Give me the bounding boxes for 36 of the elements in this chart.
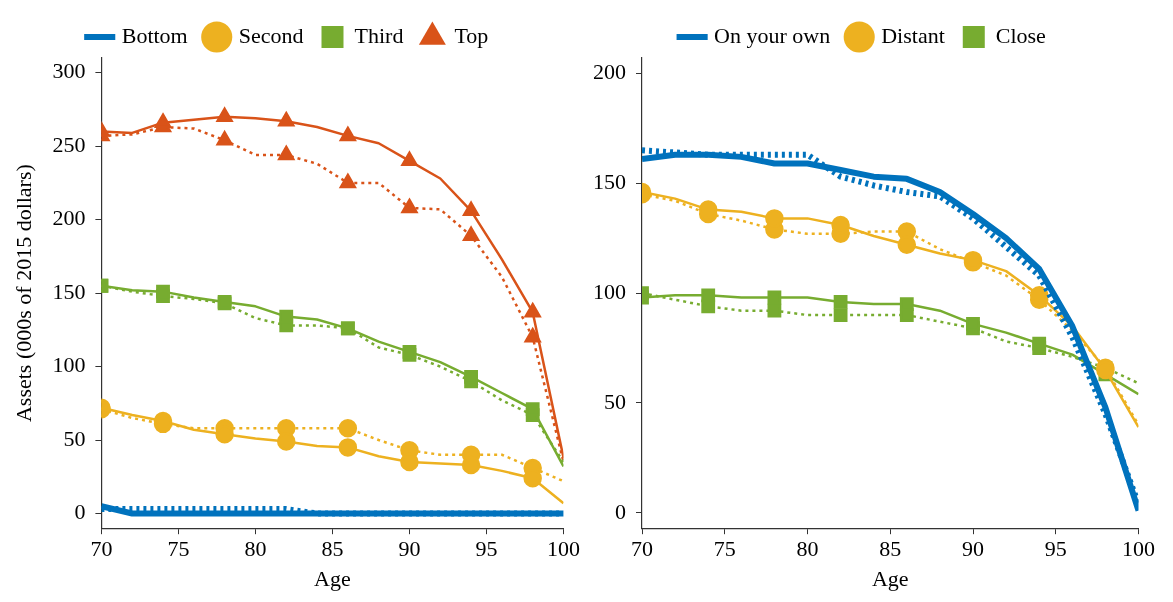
x-tick-label: 75	[713, 536, 736, 562]
y-tick-label: 150	[593, 169, 626, 195]
legend-label: Second	[238, 22, 304, 48]
legend-label: On your own	[714, 22, 831, 48]
y-tick-label: 100	[52, 352, 86, 378]
x-tick-label: 70	[90, 536, 113, 562]
x-tick-label: 90	[962, 536, 984, 562]
x-tick-label: 95	[1044, 536, 1067, 562]
y-tick-label: 50	[63, 425, 86, 451]
y-tick-label: 150	[52, 278, 86, 304]
x-tick-label: 100	[1122, 536, 1155, 562]
x-tick-label: 80	[244, 536, 267, 562]
legend-label: Close	[995, 22, 1046, 48]
legend-label: Bottom	[121, 22, 188, 48]
x-axis-title: Age	[871, 565, 909, 591]
x-tick-label: 85	[879, 536, 902, 562]
x-tick-label: 70	[631, 536, 653, 562]
y-tick-label: 300	[52, 58, 86, 84]
y-tick-label: 0	[74, 499, 86, 525]
x-tick-label: 95	[475, 536, 498, 562]
x-tick-label: 85	[321, 536, 344, 562]
x-tick-label: 100	[547, 536, 580, 562]
y-tick-label: 250	[52, 131, 86, 157]
y-tick-label: 100	[593, 278, 626, 304]
legend-label: Distant	[881, 22, 945, 48]
legend-label: Top	[454, 22, 489, 48]
y-tick-label: 200	[52, 205, 86, 231]
y-axis-title: Assets (000s of 2015 dollars)	[10, 164, 36, 423]
y-tick-label: 0	[615, 498, 626, 524]
x-tick-label: 90	[398, 536, 421, 562]
y-tick-label: 50	[604, 388, 626, 414]
legend-label: Third	[354, 22, 404, 48]
x-tick-label: 75	[167, 536, 190, 562]
y-tick-label: 200	[593, 59, 626, 85]
x-tick-label: 80	[796, 536, 819, 562]
x-axis-title: Age	[314, 565, 351, 591]
